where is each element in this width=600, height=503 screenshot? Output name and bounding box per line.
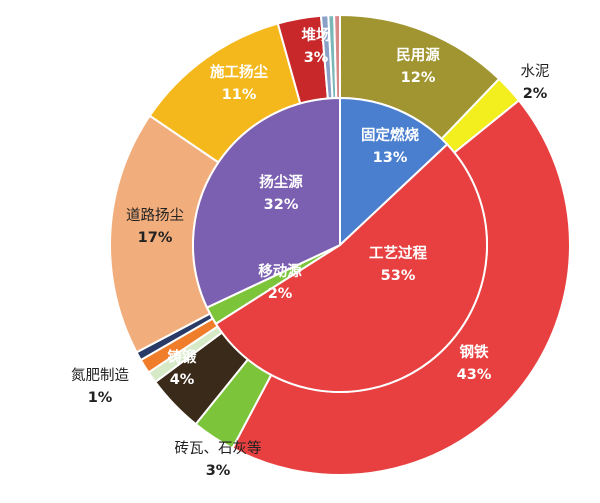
inner-label-name-3: 扬尘源 (259, 173, 303, 191)
outer-label-pct-1: 2% (523, 86, 548, 102)
outer-label-pct-4: 4% (170, 372, 195, 388)
outer-ring (109, 13, 571, 476)
outer-label-name-10: 堆场 (302, 26, 331, 44)
outer-label-name-1: 水泥 (521, 63, 550, 80)
outer-label-name-2: 钢铁 (460, 343, 489, 361)
outer-label-pct-8: 17% (138, 230, 173, 246)
outer-label-pct-10: 3% (304, 50, 329, 66)
outer-label-name-0: 民用源 (396, 46, 440, 64)
inner-slice-固定燃烧 (339, 96, 449, 248)
inner-slice-工艺过程 (214, 142, 488, 393)
outer-label-pct-0: 12% (401, 70, 436, 86)
outer-label-name-4: 铸锻 (168, 348, 197, 366)
inner-label-pct-0: 13% (373, 150, 408, 166)
inner-ring (192, 96, 488, 393)
inner-label-name-2: 移动源 (258, 262, 302, 280)
outer-slice-unlabeled-13 (333, 13, 341, 100)
inner-label-name-0: 固定燃烧 (361, 126, 419, 144)
inner-label-pct-1: 53% (381, 268, 416, 284)
outer-label-pct-3: 3% (206, 463, 231, 479)
outer-label-name-9: 施工扬尘 (210, 63, 268, 81)
chart-labels: 固定燃烧 13% 工艺过程 53% 移动源 2% 扬尘源 32% 民用源 12% 水泥 2% 钢铁 43%… (71, 26, 550, 479)
outer-label-name-3: 砖瓦、石灰等 (175, 439, 262, 457)
outer-label-pct-9: 11% (222, 87, 257, 103)
inner-slice-扬尘源 (192, 96, 341, 309)
outer-label-pct-6: 1% (88, 390, 113, 406)
inner-label-pct-3: 32% (264, 197, 299, 213)
outer-label-name-8: 道路扬尘 (126, 207, 184, 224)
inner-label-name-1: 工艺过程 (369, 244, 427, 262)
outer-label-name-6: 氮肥制造 (71, 367, 129, 384)
inner-label-pct-2: 2% (268, 286, 293, 302)
outer-label-pct-2: 43% (457, 367, 492, 383)
